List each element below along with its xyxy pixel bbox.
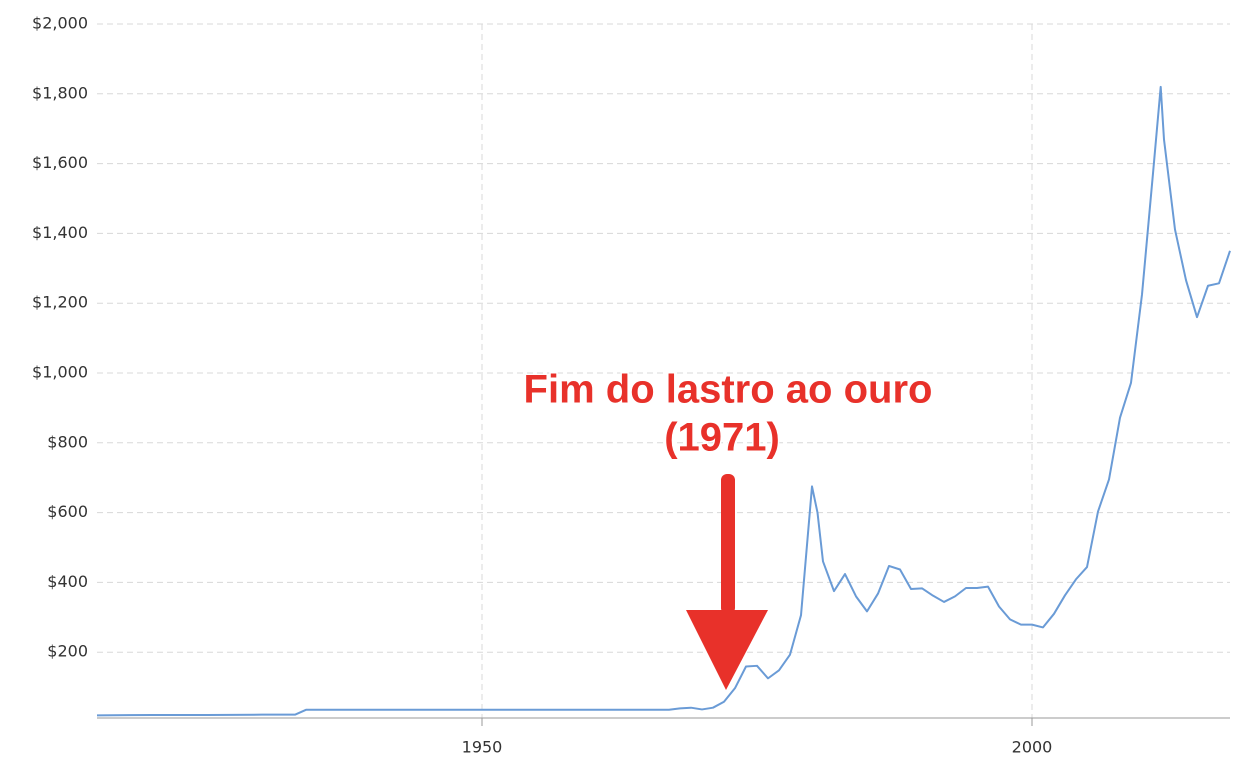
y-tick-label: $800: [47, 432, 88, 451]
y-tick-label: $1,600: [32, 153, 88, 172]
y-tick-label: $1,400: [32, 223, 88, 242]
annotation: Fim do lastro ao ouro: [524, 368, 933, 412]
y-tick-label: $1,200: [32, 293, 88, 312]
y-tick-label: $600: [47, 502, 88, 521]
arrow-head: [686, 610, 768, 690]
arrow-shaft: [721, 474, 735, 614]
series-line: [96, 85, 1231, 717]
y-tick-label: $400: [47, 572, 88, 591]
y-tick-label: $1,000: [32, 363, 88, 382]
y-tick-label: $1,800: [32, 83, 88, 102]
x-tick-label: 1950: [462, 738, 503, 757]
annotation: (1971): [664, 416, 780, 460]
x-tick-label: 2000: [1012, 738, 1053, 757]
plot-area: $200 $400 $600 $800 $1,000 $1,200 $1,400 $1,600…: [32, 14, 1231, 757]
y-tick-label: $2,000: [32, 14, 88, 33]
y-tick-label: $200: [47, 642, 88, 661]
